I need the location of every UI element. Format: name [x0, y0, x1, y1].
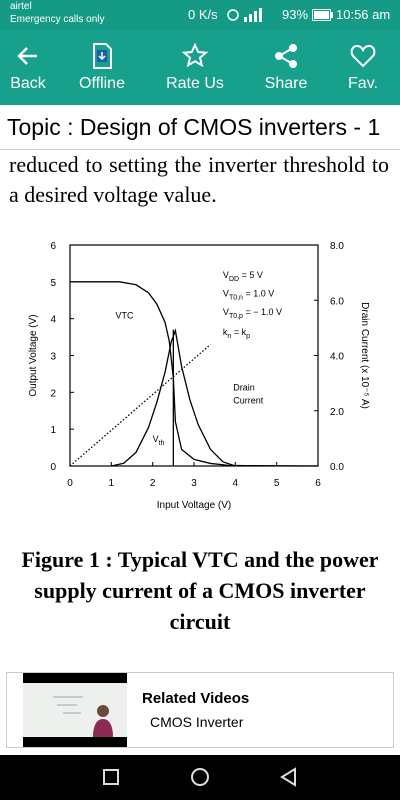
- annotation: VTC: [115, 311, 134, 321]
- star-icon: [182, 43, 208, 68]
- annotation: VDD = 5 V: [223, 270, 263, 283]
- share-icon: [275, 44, 297, 68]
- offline-label: Offline: [79, 75, 125, 92]
- recents-button[interactable]: [103, 769, 119, 785]
- signal-icons: [227, 8, 262, 22]
- annotation-part: DD: [229, 276, 239, 283]
- x-tick-label: 3: [191, 478, 197, 489]
- related-videos-card[interactable]: Related Videos CMOS Inverter: [6, 672, 394, 748]
- annotation-part: V: [223, 289, 229, 299]
- annotation: VT0,p = − 1.0 V: [223, 307, 282, 320]
- carrier-note: Emergency calls only: [10, 14, 105, 25]
- annotation-part: T0,p: [229, 313, 243, 320]
- x-tick-label: 2: [150, 478, 156, 489]
- battery-level: 93%: [282, 7, 309, 22]
- annotation-part: = 5 V: [239, 270, 263, 280]
- net-speed: 0 K/s: [188, 7, 218, 22]
- annotation-part: T0,n: [229, 295, 243, 302]
- annotation-part: V: [153, 434, 159, 444]
- y-tick-label: 4: [50, 315, 56, 326]
- annotation-part: VTC: [115, 311, 134, 321]
- back-icon: [17, 47, 37, 65]
- annotation-part: V: [223, 307, 229, 317]
- y-tick-label: 2: [50, 388, 56, 399]
- y2-tick-label: 4.0: [330, 352, 344, 363]
- x-tick-label: 5: [274, 478, 280, 489]
- annotation-part: th: [159, 440, 165, 447]
- back-nav-button[interactable]: [280, 767, 296, 787]
- annotation-part: n: [227, 333, 231, 340]
- x-tick-label: 1: [109, 478, 115, 489]
- annotation-part: Current: [233, 395, 264, 405]
- share-label: Share: [264, 75, 308, 92]
- y2-tick-label: 6.0: [330, 296, 344, 307]
- y2-tick-label: 2.0: [330, 407, 344, 418]
- toolbar: Back Offline Rate Us Share Fav.: [0, 30, 400, 105]
- nav-bar: [0, 755, 400, 800]
- nav-buttons: [103, 767, 296, 787]
- y-tick-label: 5: [50, 278, 56, 289]
- rate-button[interactable]: Rate Us: [155, 30, 235, 105]
- x-tick-label: 6: [315, 478, 321, 489]
- annotation: kn = kp: [223, 327, 250, 340]
- annotation-part: k: [223, 327, 228, 337]
- share-button[interactable]: Share: [246, 30, 326, 105]
- figure-caption: Figure 1 : Typical VTC and the power sup…: [21, 547, 379, 634]
- video-thumbnail: [23, 673, 127, 747]
- related-title: Related Videos: [142, 690, 250, 707]
- y2-tick-label: 8.0: [330, 241, 344, 252]
- y-tick-label: 3: [50, 352, 56, 363]
- x-tick-label: 4: [233, 478, 239, 489]
- battery-icon: [312, 9, 333, 21]
- annotation-part: = k: [231, 327, 246, 337]
- back-button[interactable]: Back: [0, 30, 68, 105]
- annotation-part: = − 1.0 V: [243, 307, 282, 317]
- x-axis-label: Input Voltage (V): [157, 500, 232, 511]
- figure: 0 1 2 3 4 5 6 0 1 2 3 4 5 6 0.0 2.0 4.0 6.0 8.0 Input Volta…: [28, 241, 370, 511]
- fav-label: Fav.: [348, 75, 378, 92]
- offline-icon: [93, 43, 112, 69]
- annotation-part: Drain: [233, 382, 255, 392]
- y2-tick-label: 0.0: [330, 462, 344, 473]
- y-tick-label: 0: [50, 462, 56, 473]
- y-axis-label: Output Voltage (V): [28, 314, 39, 396]
- y-tick-label: 1: [50, 425, 56, 436]
- annotation: Drain: [233, 382, 255, 392]
- annotation: Vth: [153, 434, 165, 447]
- heart-icon: [350, 44, 376, 68]
- y-tick-label: 6: [50, 241, 56, 252]
- y2-axis-label: Drain Current (x 10⁻⁵ A): [359, 302, 370, 409]
- status-bar: airtel Emergency calls only 0 K/s 93% 10…: [0, 0, 400, 30]
- annotation: Current: [233, 395, 264, 405]
- clock: 10:56 am: [336, 7, 391, 22]
- series-line: [69, 343, 211, 467]
- home-button[interactable]: [191, 768, 209, 786]
- body-text: reduced to setting the inverter threshol…: [9, 152, 389, 207]
- back-label: Back: [10, 75, 46, 92]
- annotation-part: p: [246, 333, 250, 340]
- plot-frame: [69, 244, 319, 467]
- offline-button[interactable]: Offline: [62, 30, 142, 105]
- annotation-part: = 1.0 V: [243, 289, 274, 299]
- related-item: CMOS Inverter: [150, 714, 244, 730]
- annotation-part: V: [223, 270, 229, 280]
- x-tick-label: 0: [67, 478, 73, 489]
- topic-title: Topic : Design of CMOS inverters - 1: [0, 106, 400, 150]
- carrier: airtel: [10, 1, 32, 12]
- fav-button[interactable]: Fav.: [323, 30, 400, 105]
- rate-label: Rate Us: [166, 75, 224, 92]
- annotation: VT0,n = 1.0 V: [223, 289, 274, 302]
